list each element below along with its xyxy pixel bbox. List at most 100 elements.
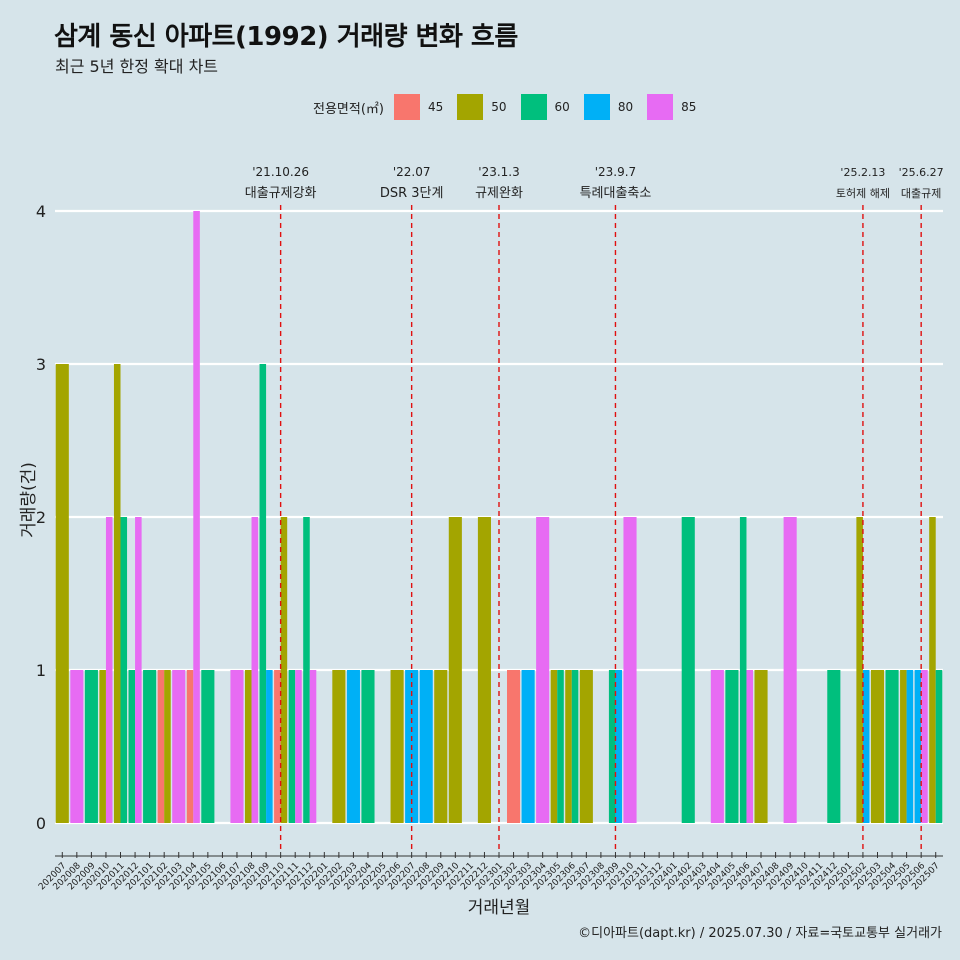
y-tick-label-1: 1 xyxy=(36,661,46,680)
bar-202405-60 xyxy=(725,670,739,823)
y-tick-label-4: 4 xyxy=(36,202,46,221)
bar-202007-50 xyxy=(55,364,69,823)
legend-item-45: 45 xyxy=(393,94,451,120)
event-date-0: '21.10.26 xyxy=(252,165,309,179)
bar-202102-50 xyxy=(164,670,171,823)
legend-swatch-80 xyxy=(583,94,610,120)
bar-202506-85 xyxy=(921,670,928,823)
bar-202110-50 xyxy=(280,517,288,823)
bar-202202-50 xyxy=(332,670,346,823)
bar-202303-80 xyxy=(521,670,535,823)
bar-202506-80 xyxy=(914,670,922,823)
bar-202208-80 xyxy=(419,670,433,823)
bar-202008-85 xyxy=(70,670,84,823)
bar-202107-85 xyxy=(230,670,244,823)
bar-202203-80 xyxy=(346,670,360,823)
bar-202406-60 xyxy=(739,517,747,823)
bar-202505-80 xyxy=(906,670,914,823)
bar-202101-60 xyxy=(143,670,157,823)
bar-202010-85 xyxy=(105,517,113,823)
bar-202103-85 xyxy=(172,670,186,823)
bar-202412-60 xyxy=(827,670,841,823)
bar-202309-60 xyxy=(608,670,616,823)
legend-item-85: 85 xyxy=(647,94,704,120)
bar-202206-50 xyxy=(390,670,404,823)
event-label-5: 대출규제 xyxy=(901,187,941,200)
source-caption: ©디아파트(dapt.kr) / 2025.07.30 / 자료=국토교통부 실… xyxy=(578,926,942,941)
bar-202104-85 xyxy=(193,211,200,823)
bar-202406-85 xyxy=(746,670,754,823)
y-tick-label-2: 2 xyxy=(36,508,46,527)
bar-202310-85 xyxy=(623,517,637,823)
event-date-3: '23.9.7 xyxy=(595,165,636,179)
event-label-1: DSR 3단계 xyxy=(380,186,444,201)
bar-202402-60 xyxy=(681,517,695,823)
bar-202502-50 xyxy=(856,517,863,823)
legend-label-50: 50 xyxy=(491,100,507,114)
legend-swatch-45 xyxy=(393,94,420,120)
bar-202011-60 xyxy=(120,517,128,823)
legend-swatch-60 xyxy=(520,94,547,120)
bar-202507-50 xyxy=(929,517,936,823)
bar-202209-50 xyxy=(434,670,448,823)
bar-202502-80 xyxy=(862,670,870,823)
legend-item-60: 60 xyxy=(520,94,578,120)
bar-202112-60 xyxy=(303,517,310,823)
legend-item-50: 50 xyxy=(457,94,514,120)
bar-202407-50 xyxy=(754,670,768,823)
bar-202305-60 xyxy=(557,670,564,823)
legend-label-80: 80 xyxy=(617,100,634,114)
bar-202409-85 xyxy=(783,517,797,823)
bar-202307-50 xyxy=(579,670,593,823)
bar-202011-50 xyxy=(113,364,121,823)
bar-202108-85 xyxy=(251,517,259,823)
legend-item-80: 80 xyxy=(583,94,641,120)
legend-label-45: 45 xyxy=(427,100,444,114)
event-date-4: '25.2.13 xyxy=(840,166,885,179)
bar-202504-60 xyxy=(885,670,899,823)
bar-202111-60 xyxy=(288,670,296,823)
bar-202109-60 xyxy=(259,364,267,823)
y-tick-label-0: 0 xyxy=(36,814,46,833)
bar-202306-50 xyxy=(565,670,572,823)
bar-202010-50 xyxy=(99,670,106,823)
legend-label-85: 85 xyxy=(681,100,697,114)
bar-202306-60 xyxy=(571,670,579,823)
bar-202105-60 xyxy=(201,670,215,823)
bar-202503-50 xyxy=(870,670,885,823)
bar-202304-85 xyxy=(536,517,550,823)
bar-202507-60 xyxy=(935,670,943,823)
bar-202009-60 xyxy=(84,670,98,823)
bar-202112-85 xyxy=(309,670,317,823)
event-date-1: '22.07 xyxy=(393,165,431,179)
event-date-2: '23.1.3 xyxy=(478,165,519,179)
legend-swatch-50 xyxy=(457,94,484,120)
bar-202012-60 xyxy=(128,670,136,823)
bar-202012-85 xyxy=(135,517,142,823)
bar-202102-45 xyxy=(157,670,165,823)
bar-202309-80 xyxy=(615,670,623,823)
bar-202404-85 xyxy=(710,670,724,823)
event-date-5: '25.6.27 xyxy=(899,166,944,179)
event-label-0: 대출규제강화 xyxy=(245,186,317,201)
bar-202111-85 xyxy=(295,670,302,823)
bar-202110-45 xyxy=(274,670,281,823)
event-label-4: 토허제 해제 xyxy=(836,186,890,200)
legend-label-60: 60 xyxy=(554,100,570,114)
bar-202210-50 xyxy=(448,517,462,823)
bar-202204-60 xyxy=(361,670,375,823)
legend-title: 전용면적(㎡) xyxy=(313,101,384,117)
bar-202305-50 xyxy=(550,670,558,823)
bar-202212-50 xyxy=(477,517,491,823)
page-subtitle: 최근 5년 한정 확대 차트 xyxy=(55,57,219,76)
bar-202108-50 xyxy=(244,670,252,823)
bar-202302-45 xyxy=(507,670,521,823)
x-axis-title: 거래년월 xyxy=(468,898,531,918)
legend-swatch-85 xyxy=(647,94,674,120)
event-label-2: 규제완화 xyxy=(475,186,523,201)
y-axis-title: 거래량(건) xyxy=(19,462,39,538)
y-tick-label-3: 3 xyxy=(36,355,46,374)
page-title: 삼계 동신 아파트(1992) 거래량 변화 흐름 xyxy=(54,22,518,52)
event-label-3: 특례대출축소 xyxy=(580,186,652,201)
